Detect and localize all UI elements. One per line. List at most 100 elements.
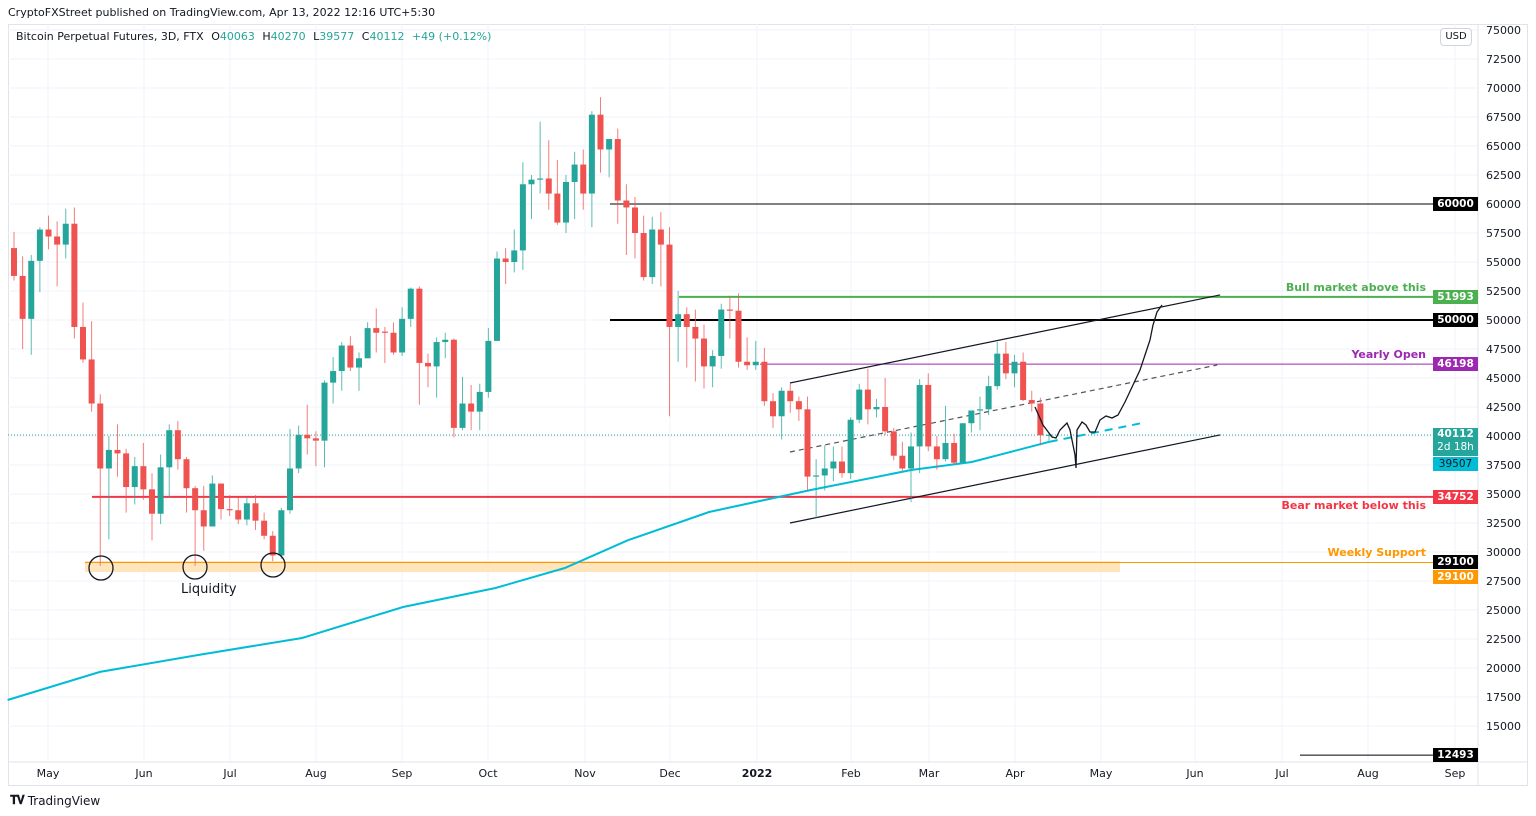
candle[interactable] xyxy=(105,436,112,540)
candle[interactable] xyxy=(864,368,871,425)
channel-upper-line[interactable] xyxy=(789,294,1221,384)
candle[interactable] xyxy=(554,159,561,225)
candle[interactable] xyxy=(933,436,940,470)
candle[interactable] xyxy=(778,387,785,440)
candle[interactable] xyxy=(770,393,776,428)
candle[interactable] xyxy=(192,485,199,566)
candle[interactable] xyxy=(735,293,742,368)
candle[interactable] xyxy=(347,336,354,372)
candle[interactable] xyxy=(614,128,621,224)
candle[interactable] xyxy=(11,231,17,281)
candle[interactable] xyxy=(968,410,975,433)
candle[interactable] xyxy=(338,342,345,391)
candle[interactable] xyxy=(425,353,431,388)
candle[interactable] xyxy=(795,396,802,421)
candle[interactable] xyxy=(433,337,440,398)
candle[interactable] xyxy=(131,456,138,505)
candle[interactable] xyxy=(657,212,664,287)
candle[interactable] xyxy=(882,378,889,435)
candle[interactable] xyxy=(804,396,811,491)
candle[interactable] xyxy=(468,384,475,431)
candle[interactable] xyxy=(287,429,293,514)
candle[interactable] xyxy=(97,394,104,566)
candle[interactable] xyxy=(278,507,285,559)
candle[interactable] xyxy=(502,248,509,285)
candle[interactable] xyxy=(761,347,768,406)
candle[interactable] xyxy=(606,139,613,178)
candle[interactable] xyxy=(330,357,337,404)
candle[interactable] xyxy=(364,322,371,359)
currency-button[interactable]: USD xyxy=(1440,28,1472,46)
candle[interactable] xyxy=(476,383,483,431)
candle[interactable] xyxy=(54,221,61,287)
candle[interactable] xyxy=(140,442,147,500)
candle[interactable] xyxy=(571,151,578,220)
candle[interactable] xyxy=(942,405,949,462)
candle[interactable] xyxy=(821,445,828,491)
candle[interactable] xyxy=(209,475,216,527)
candle[interactable] xyxy=(459,376,466,431)
candle[interactable] xyxy=(692,309,699,382)
candle[interactable] xyxy=(994,342,1001,390)
candle[interactable] xyxy=(269,531,276,562)
candle[interactable] xyxy=(951,433,958,464)
candle[interactable] xyxy=(813,459,820,519)
candle[interactable] xyxy=(908,432,914,503)
candle[interactable] xyxy=(157,454,164,525)
candle[interactable] xyxy=(839,446,845,478)
candle[interactable] xyxy=(450,338,457,438)
candle[interactable] xyxy=(787,383,794,413)
candle[interactable] xyxy=(19,256,26,349)
candle[interactable] xyxy=(218,483,224,520)
candle[interactable] xyxy=(588,111,595,228)
candle[interactable] xyxy=(709,350,716,388)
candle[interactable] xyxy=(226,495,233,517)
candle[interactable] xyxy=(959,423,966,463)
candle[interactable] xyxy=(528,175,535,220)
candle[interactable] xyxy=(985,375,992,416)
candle[interactable] xyxy=(373,308,380,353)
candle[interactable] xyxy=(252,495,259,530)
candle[interactable] xyxy=(174,420,181,470)
candle[interactable] xyxy=(36,227,43,293)
candle[interactable] xyxy=(390,322,397,355)
candle[interactable] xyxy=(1028,390,1035,412)
candle[interactable] xyxy=(304,404,311,455)
candle[interactable] xyxy=(1037,397,1044,446)
candle[interactable] xyxy=(71,207,78,339)
candle[interactable] xyxy=(381,326,388,363)
candle[interactable] xyxy=(62,208,69,259)
candle[interactable] xyxy=(511,229,518,273)
candle[interactable] xyxy=(726,295,733,339)
candle[interactable] xyxy=(407,287,414,327)
candle[interactable] xyxy=(545,140,552,210)
candle[interactable] xyxy=(519,162,526,271)
candle[interactable] xyxy=(1002,342,1009,380)
candle[interactable] xyxy=(114,424,121,477)
candle[interactable] xyxy=(243,497,250,526)
candle[interactable] xyxy=(580,149,587,210)
candle[interactable] xyxy=(675,291,682,362)
candle[interactable] xyxy=(356,352,362,391)
candle[interactable] xyxy=(80,302,86,363)
candle[interactable] xyxy=(149,473,155,541)
candle[interactable] xyxy=(916,379,923,474)
candle[interactable] xyxy=(563,175,569,233)
candle[interactable] xyxy=(899,441,906,471)
candle[interactable] xyxy=(485,328,492,398)
channel-lower-line[interactable] xyxy=(789,434,1221,524)
candle[interactable] xyxy=(312,431,319,467)
candle[interactable] xyxy=(718,303,725,369)
candle[interactable] xyxy=(1046,432,1052,441)
candle[interactable] xyxy=(632,197,638,259)
candle[interactable] xyxy=(494,251,500,341)
candle[interactable] xyxy=(45,215,52,250)
candle[interactable] xyxy=(666,227,673,417)
candle[interactable] xyxy=(88,321,95,412)
candle[interactable] xyxy=(235,497,242,525)
candle[interactable] xyxy=(399,307,406,356)
candle[interactable] xyxy=(123,448,130,513)
candle[interactable] xyxy=(649,216,656,285)
tradingview-logo[interactable]: 𝐓𝐕 TradingView xyxy=(10,793,100,808)
